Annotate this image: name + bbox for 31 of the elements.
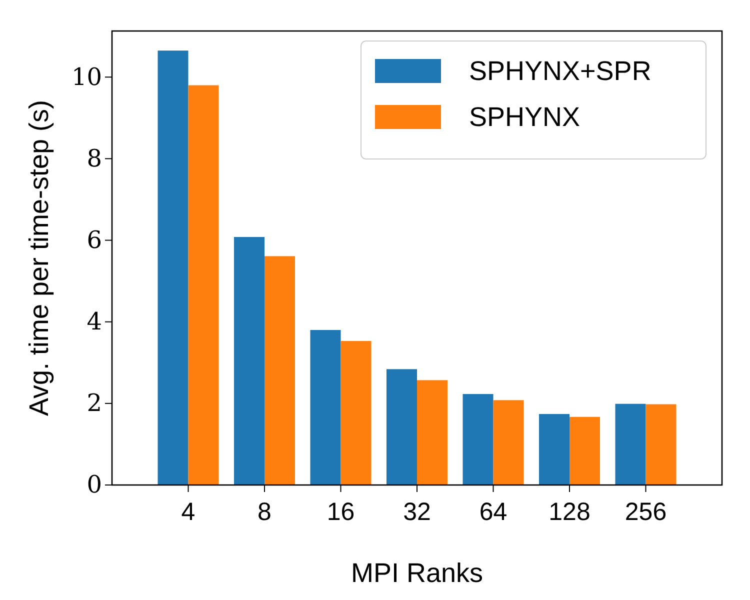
bar <box>340 341 372 485</box>
bar <box>570 416 600 485</box>
bar <box>386 369 417 485</box>
bar <box>417 380 448 485</box>
x-tick-label: 4 <box>181 498 196 526</box>
y-tick-label: 10 <box>71 62 102 91</box>
x-tick-label: 32 <box>403 498 431 526</box>
y-tick-label: 4 <box>86 308 102 336</box>
y-axis-title: Avg. time per time-step (s) <box>24 100 54 416</box>
y-tick-label: 2 <box>86 389 102 418</box>
x-tick-label: 128 <box>548 498 590 526</box>
x-tick-label: 256 <box>624 498 667 526</box>
bar <box>234 236 264 485</box>
bar <box>615 404 646 485</box>
x-tick-label: 64 <box>479 498 508 526</box>
y-tick-label: 6 <box>86 226 102 254</box>
legend-label: SPHYNX+SPR <box>469 56 652 86</box>
y-tick-label: 0 <box>86 470 102 499</box>
y-tick-label: 8 <box>86 144 102 172</box>
bar <box>539 414 570 485</box>
x-tick-label: 8 <box>258 498 272 526</box>
bar <box>188 85 219 485</box>
bar <box>310 330 341 485</box>
bar <box>493 400 524 485</box>
bar <box>646 404 676 485</box>
bar <box>158 50 188 485</box>
x-tick-label: 16 <box>326 498 355 526</box>
x-axis-title: MPI Ranks <box>350 558 484 588</box>
bar <box>264 256 295 485</box>
legend-label: SPHYNX <box>469 102 580 132</box>
bar <box>462 394 494 485</box>
